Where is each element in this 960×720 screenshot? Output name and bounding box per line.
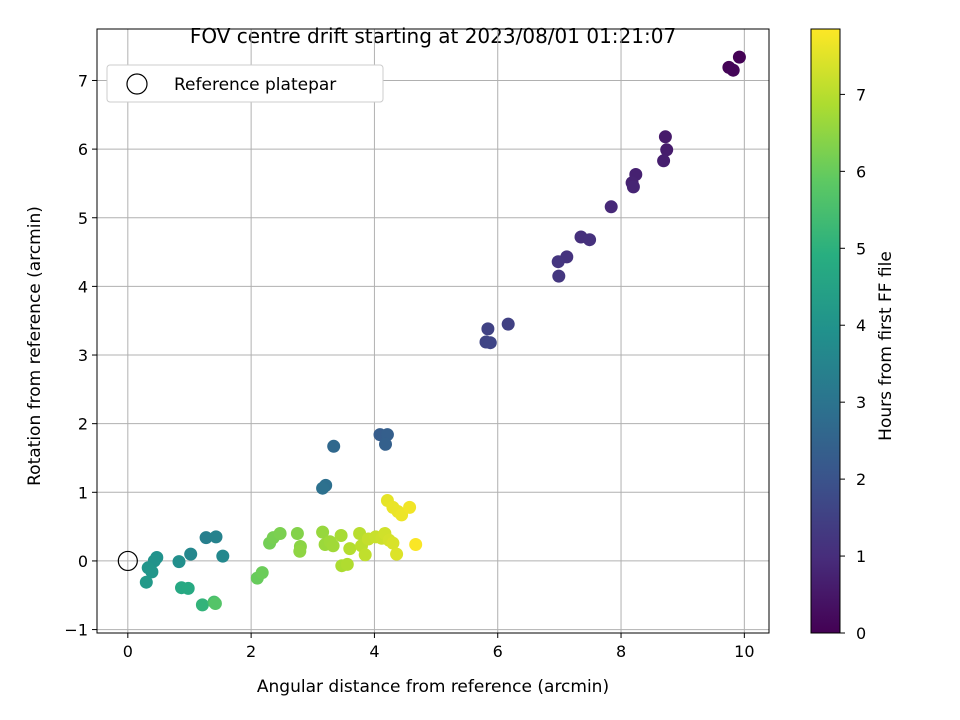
y-tick-label: 1 bbox=[78, 483, 88, 502]
legend-box bbox=[106, 64, 384, 103]
plot-frame bbox=[96, 28, 770, 634]
data-point bbox=[184, 547, 198, 561]
data-point bbox=[145, 565, 159, 579]
grid-lines bbox=[97, 29, 769, 633]
data-point bbox=[255, 566, 269, 580]
colorbar-tick-label: 2 bbox=[856, 470, 866, 489]
colorbar: 0 1 2 3 4 5 6 7 Hours from first FF file bbox=[810, 28, 896, 643]
data-point bbox=[293, 544, 307, 558]
colorbar-tick-label: 3 bbox=[856, 393, 866, 412]
x-tick-label: 4 bbox=[369, 642, 379, 661]
legend-open-circle-icon bbox=[126, 73, 148, 95]
data-point bbox=[316, 525, 330, 539]
data-point bbox=[327, 439, 341, 453]
reference-point-circle-icon bbox=[117, 550, 138, 572]
data-points bbox=[139, 50, 746, 612]
data-point bbox=[583, 233, 597, 247]
data-point bbox=[481, 322, 495, 336]
x-tick-label: 8 bbox=[616, 642, 626, 661]
data-point bbox=[390, 547, 404, 561]
x-tick-label: 0 bbox=[123, 642, 133, 661]
x-axis-label: Angular distance from reference (arcmin) bbox=[257, 677, 609, 697]
data-point bbox=[326, 539, 340, 553]
data-point bbox=[340, 557, 354, 571]
colorbar-tick-label: 0 bbox=[856, 624, 866, 643]
colorbar-tick-label: 6 bbox=[856, 162, 866, 181]
colorbar-tick-label: 7 bbox=[856, 85, 866, 104]
y-axis-label: Rotation from reference (arcmin) bbox=[25, 206, 45, 486]
x-tick-label: 2 bbox=[246, 642, 256, 661]
y-tick-label: 4 bbox=[78, 277, 88, 296]
data-point bbox=[273, 527, 287, 540]
data-point bbox=[172, 555, 186, 569]
data-point bbox=[139, 575, 153, 589]
x-tick-label: 10 bbox=[734, 642, 754, 661]
y-axis-ticks: −1 0 1 2 3 4 5 6 7 bbox=[64, 71, 97, 640]
colorbar-label: Hours from first FF file bbox=[876, 251, 896, 441]
reference-point-layer bbox=[117, 550, 138, 572]
data-point bbox=[208, 597, 222, 610]
colorbar-tick-label: 4 bbox=[856, 316, 866, 335]
data-point bbox=[209, 530, 223, 544]
colorbar-gradient bbox=[810, 28, 841, 634]
y-tick-label: 0 bbox=[78, 552, 88, 571]
data-point bbox=[379, 437, 392, 451]
y-tick-label: 2 bbox=[78, 415, 88, 434]
data-point bbox=[316, 481, 330, 495]
data-point bbox=[658, 130, 672, 144]
data-point bbox=[343, 542, 357, 556]
y-tick-label: 3 bbox=[78, 346, 88, 365]
data-point bbox=[181, 581, 195, 595]
colorbar-ticks: 0 1 2 3 4 5 6 7 bbox=[840, 85, 866, 643]
y-tick-label: −1 bbox=[64, 621, 88, 640]
x-axis-ticks: 0 2 4 6 8 10 bbox=[123, 633, 755, 661]
data-point bbox=[380, 428, 394, 442]
data-point bbox=[216, 549, 230, 563]
data-point bbox=[483, 336, 497, 350]
legend: Reference platepar bbox=[106, 64, 384, 103]
data-point bbox=[358, 548, 372, 562]
legend-entry-reference: Reference platepar bbox=[174, 75, 336, 95]
chart-title: FOV centre drift starting at 2023/08/01 … bbox=[190, 24, 676, 48]
data-point bbox=[626, 180, 640, 194]
data-point bbox=[195, 598, 209, 612]
data-point bbox=[660, 143, 674, 157]
data-point bbox=[334, 529, 348, 542]
colorbar-tick-label: 1 bbox=[856, 547, 866, 566]
data-point bbox=[551, 255, 565, 269]
data-point bbox=[409, 538, 423, 551]
data-point bbox=[199, 531, 213, 545]
data-point bbox=[657, 154, 671, 168]
data-point bbox=[732, 50, 746, 64]
y-tick-label: 5 bbox=[78, 209, 88, 228]
data-point bbox=[552, 269, 566, 283]
data-point bbox=[501, 317, 515, 331]
data-point bbox=[290, 527, 304, 540]
data-point bbox=[604, 200, 618, 214]
data-point bbox=[726, 63, 740, 77]
data-point bbox=[403, 500, 417, 514]
y-tick-label: 6 bbox=[78, 140, 88, 159]
y-tick-label: 7 bbox=[78, 71, 88, 90]
x-tick-label: 6 bbox=[493, 642, 503, 661]
colorbar-tick-label: 5 bbox=[856, 239, 866, 258]
data-point bbox=[386, 536, 400, 550]
